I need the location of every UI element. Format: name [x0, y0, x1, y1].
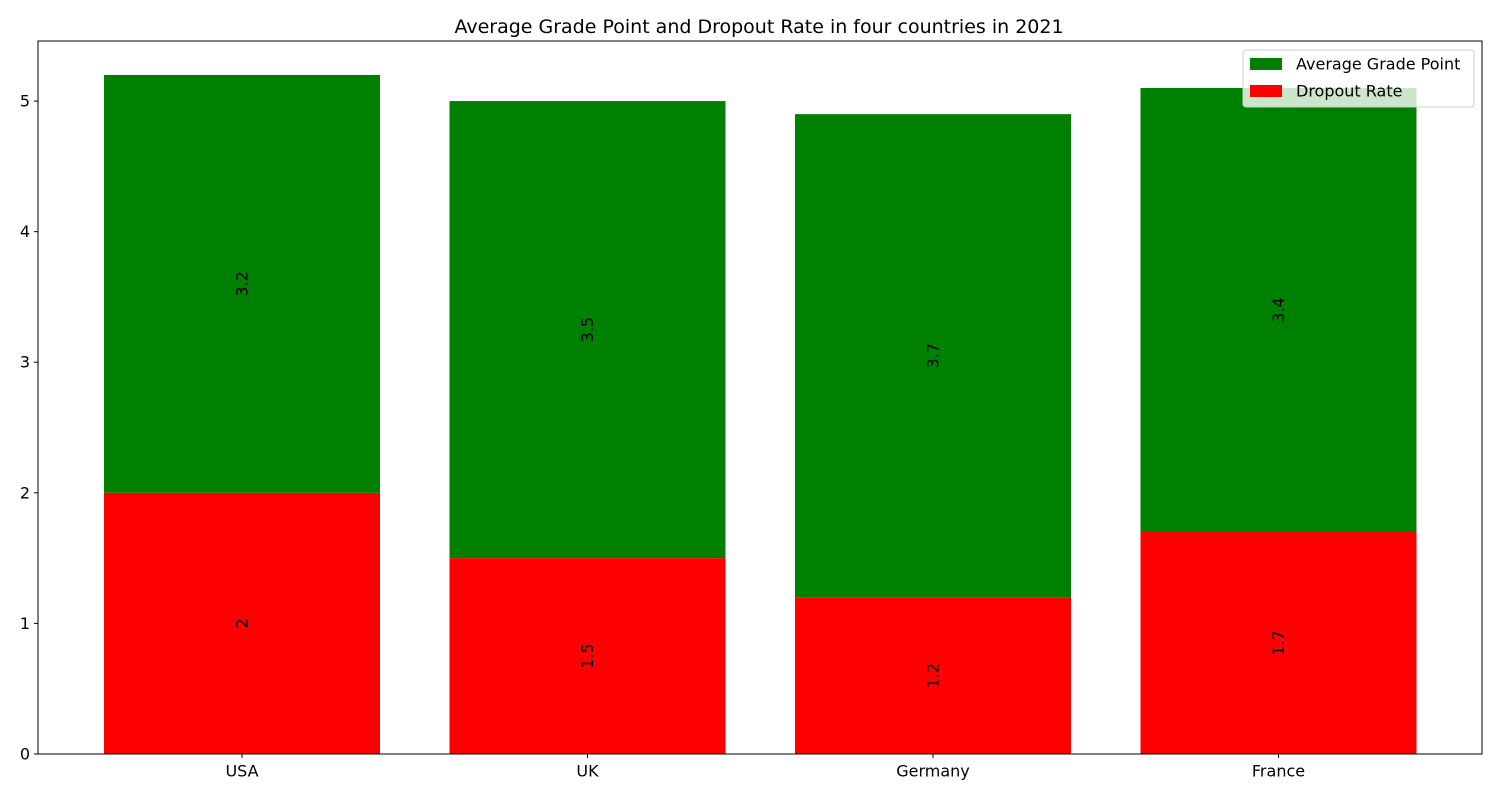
- data-label-average-grade-point-france: 3.4: [1269, 297, 1288, 322]
- x-tick-label-usa: USA: [225, 762, 258, 781]
- chart-title: Average Grade Point and Dropout Rate in …: [454, 16, 1063, 38]
- data-label-dropout-rate-france: 1.7: [1269, 630, 1288, 655]
- x-tick-label-germany: Germany: [896, 762, 970, 781]
- data-label-dropout-rate-usa: 2: [233, 618, 252, 628]
- bar-dropout-rate-germany: [795, 597, 1071, 754]
- bar-dropout-rate-france: [1140, 532, 1417, 754]
- y-tick-label: 5: [20, 92, 30, 111]
- bar-average-grade-point-usa: [104, 74, 380, 493]
- data-label-average-grade-point-uk: 3.5: [578, 317, 597, 342]
- data-label-dropout-rate-germany: 1.2: [924, 663, 943, 688]
- y-tick-label: 0: [20, 745, 30, 764]
- legend: Average Grade Point Dropout Rate: [1242, 49, 1475, 108]
- bar-average-grade-point-uk: [449, 101, 726, 559]
- bar-average-grade-point-france: [1140, 88, 1417, 533]
- plot-frame: [37, 40, 1483, 755]
- y-tick-label: 4: [20, 222, 30, 241]
- y-tick-label: 3: [20, 353, 30, 372]
- bars-layer: [104, 74, 1417, 754]
- bar-dropout-rate-usa: [104, 492, 380, 754]
- x-tick-label-uk: UK: [576, 762, 599, 781]
- data-labels-layer: 2 1.5 1.2 1.7 3.2 3.5 3.7 3.4: [233, 271, 1289, 688]
- y-tick-label: 2: [20, 483, 30, 502]
- x-tick-label-france: France: [1252, 762, 1305, 781]
- axes-layer: 0 1 2 3 4 5 USA UK Germany France: [20, 40, 1483, 781]
- data-label-average-grade-point-germany: 3.7: [924, 343, 943, 368]
- data-label-average-grade-point-usa: 3.2: [233, 271, 252, 296]
- bar-dropout-rate-uk: [449, 558, 726, 754]
- legend-swatch: [1250, 58, 1282, 70]
- bar-average-grade-point-germany: [795, 114, 1071, 598]
- legend-box: [1242, 49, 1475, 108]
- y-tick-label: 1: [20, 614, 30, 633]
- legend-swatch: [1250, 85, 1282, 97]
- legend-label: Average Grade Point: [1296, 55, 1460, 74]
- data-label-dropout-rate-uk: 1.5: [578, 643, 597, 668]
- legend-label: Dropout Rate: [1296, 82, 1402, 101]
